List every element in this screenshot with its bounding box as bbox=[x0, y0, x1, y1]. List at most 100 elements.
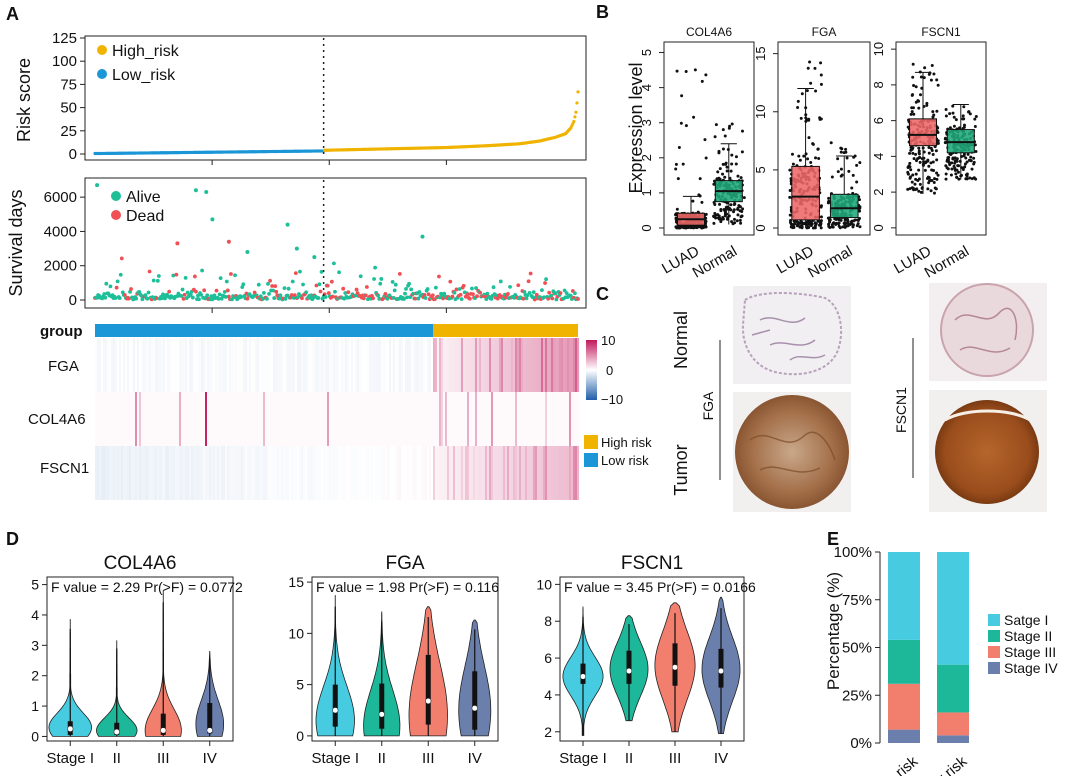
alive-point bbox=[568, 293, 573, 298]
heatmap-cell bbox=[549, 446, 552, 500]
boxplot-ytick-label: 2 bbox=[871, 188, 886, 195]
heatmap-cell bbox=[427, 338, 430, 392]
boxplot-point bbox=[733, 221, 737, 225]
dead-point bbox=[329, 279, 334, 284]
violin-iqr bbox=[472, 671, 478, 730]
boxplot-point bbox=[925, 101, 929, 105]
alive-point bbox=[265, 296, 269, 301]
heatmap-cell bbox=[569, 446, 572, 500]
scale-tick-neg10: −10 bbox=[601, 392, 623, 407]
heatmap-cell bbox=[123, 338, 126, 392]
panel-label-e: E bbox=[827, 529, 839, 549]
heatmap-cell bbox=[225, 446, 228, 500]
heatmap-cell bbox=[515, 338, 518, 392]
heatmap-cell bbox=[545, 338, 548, 392]
heatmap-cell bbox=[313, 392, 316, 446]
heatmap-cell bbox=[461, 446, 464, 500]
boxplot-point bbox=[736, 207, 740, 211]
heatmap-cell bbox=[285, 338, 288, 392]
dead-point bbox=[458, 292, 463, 297]
boxplot-point bbox=[839, 150, 843, 154]
alive-point bbox=[140, 297, 145, 302]
dead-point bbox=[558, 291, 563, 295]
boxplot-point bbox=[932, 181, 936, 185]
violin-panel: FSCN1 F value = 3.45 Pr(>F) = 0.0166 2 4 6 8 1… bbox=[536, 553, 756, 767]
violin-stat-text: F value = 1.98 Pr(>F) = 0.116 bbox=[316, 579, 499, 595]
heatmap-row-label-fscn1: FSCN1 bbox=[40, 460, 89, 477]
boxplot-ytick-label: 3 bbox=[639, 119, 654, 126]
heatmap-cell bbox=[379, 338, 382, 392]
boxplot-point bbox=[739, 221, 743, 225]
heatmap-cell bbox=[357, 392, 360, 446]
boxplot-point bbox=[919, 75, 923, 79]
heatmap-cell bbox=[507, 392, 510, 446]
boxplot-point bbox=[964, 173, 968, 177]
heatmap-cell bbox=[465, 338, 468, 392]
stacked-bar-segment bbox=[888, 552, 920, 640]
heatmap-cell bbox=[243, 392, 246, 446]
boxplot-point bbox=[858, 161, 862, 165]
boxplot-point bbox=[692, 115, 696, 119]
alive-point bbox=[402, 297, 406, 301]
alive-point bbox=[222, 290, 227, 294]
violin-ytick-label: 0 bbox=[296, 728, 304, 744]
boxplot-point bbox=[790, 152, 794, 156]
heatmap-cell bbox=[225, 338, 228, 392]
boxplot-point bbox=[700, 226, 704, 230]
boxplot-point bbox=[906, 125, 910, 129]
alive-point bbox=[484, 297, 489, 301]
heatmap-cell bbox=[511, 338, 514, 392]
heatmap-cell bbox=[573, 338, 576, 392]
boxplot-point bbox=[739, 214, 743, 218]
violin-ytick-label: 4 bbox=[31, 607, 39, 623]
boxplot-point bbox=[911, 75, 915, 79]
heatmap-cell bbox=[341, 446, 344, 500]
heatmap-cell bbox=[353, 392, 356, 446]
survival-ytick-label: 4000 bbox=[44, 223, 77, 240]
heatmap-cell bbox=[293, 338, 296, 392]
heatmap-cell bbox=[457, 338, 460, 392]
heatmap-cell bbox=[207, 446, 210, 500]
violin-ytick-label: 10 bbox=[536, 576, 552, 592]
heatmap-cell bbox=[151, 392, 154, 446]
boxplot-point bbox=[962, 152, 966, 156]
alive-point bbox=[470, 286, 474, 291]
heatmap-cell bbox=[385, 338, 388, 392]
dead-point bbox=[534, 292, 539, 297]
boxplot-point bbox=[725, 165, 729, 169]
heatmap-cell bbox=[229, 446, 232, 500]
alive-point bbox=[224, 279, 229, 284]
heatmap-cell bbox=[227, 392, 230, 446]
boxplot-point bbox=[934, 187, 938, 191]
boxplot-point bbox=[704, 225, 708, 229]
heatmap-cell bbox=[263, 446, 266, 500]
heatmap-cell bbox=[577, 392, 580, 446]
heatmap-cell bbox=[151, 338, 154, 392]
boxplot-point bbox=[732, 203, 736, 207]
heatmap-cell bbox=[97, 338, 100, 392]
ihc-normal-fga-frame bbox=[733, 286, 851, 384]
heatmap-cell bbox=[391, 392, 394, 446]
heatmap-cell bbox=[215, 446, 218, 500]
heatmap-cell bbox=[371, 392, 374, 446]
heatmap-cell bbox=[95, 392, 98, 446]
alive-point bbox=[391, 296, 396, 300]
heatmap-cell bbox=[463, 338, 466, 392]
dead-point bbox=[174, 272, 179, 277]
heatmap-cell bbox=[175, 338, 178, 392]
stage-legend-swatch bbox=[988, 614, 1000, 626]
heatmap-cell bbox=[373, 392, 376, 446]
boxplot-point bbox=[935, 158, 939, 162]
boxplot-point bbox=[951, 104, 955, 108]
heatmap-cell bbox=[221, 446, 224, 500]
heatmap-cell bbox=[125, 392, 128, 446]
alive-point bbox=[358, 274, 363, 279]
heatmap-cell bbox=[451, 446, 454, 500]
heatmap-cell bbox=[495, 338, 498, 392]
heatmap-cell bbox=[193, 392, 196, 446]
boxplot-point bbox=[798, 158, 802, 162]
boxplot-point bbox=[738, 218, 742, 222]
violin-ytick-label: 10 bbox=[288, 625, 304, 641]
boxplot-point bbox=[908, 151, 912, 155]
